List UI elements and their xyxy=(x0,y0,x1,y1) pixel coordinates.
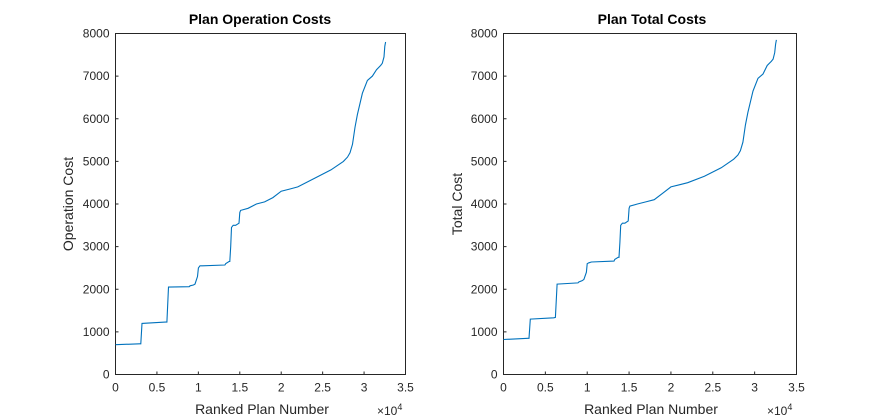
left-tick-group: 0 0.5 1 1.5 2 2.5 3 3.5 0 1000 2000 3000 4000 5000 600… xyxy=(83,27,414,395)
right-axes: 0 0.5 1 1.5 2 2.5 3 3.5 0 1000 2000 3000 4000 5000 600… xyxy=(449,11,805,418)
left-plot-frame xyxy=(115,33,406,375)
right-y-tick-label: 1000 xyxy=(471,325,498,339)
right-x-tick-label: 1 xyxy=(584,381,591,395)
right-y-tick-label: 6000 xyxy=(471,112,498,126)
right-x-multiplier-exponent: 4 xyxy=(787,402,792,412)
right-x-axis-label: Ranked Plan Number xyxy=(584,401,718,417)
left-y-tick-label: 3000 xyxy=(83,240,110,254)
right-x-tick-label: 2.5 xyxy=(704,381,721,395)
right-y-tick-label: 7000 xyxy=(471,69,498,83)
right-y-tick-label: 8000 xyxy=(471,27,498,41)
right-x-tick-label: 0.5 xyxy=(537,381,554,395)
left-x-multiplier-base: ×10 xyxy=(377,404,398,418)
left-axes: 0 0.5 1 1.5 2 2.5 3 3.5 0 1000 2000 3000 4000 5000 600… xyxy=(60,11,414,418)
left-y-tick-label: 7000 xyxy=(83,69,110,83)
left-x-tick-label: 1 xyxy=(195,381,202,395)
left-y-tick-label: 2000 xyxy=(83,282,110,296)
right-x-tick-label: 3 xyxy=(751,381,758,395)
left-x-tick-label: 2.5 xyxy=(314,381,331,395)
right-plot-frame xyxy=(503,33,797,375)
left-y-tick-label: 8000 xyxy=(83,27,110,41)
right-x-tick-label: 2 xyxy=(668,381,675,395)
left-x-multiplier: ×104 xyxy=(377,402,402,418)
right-x-tick-label: 3.5 xyxy=(788,381,805,395)
right-y-axis-label: Total Cost xyxy=(449,173,465,235)
left-y-tick-label: 6000 xyxy=(83,112,110,126)
left-x-tick-label: 3 xyxy=(361,381,368,395)
right-x-multiplier: ×104 xyxy=(767,402,792,418)
right-y-tick-label: 3000 xyxy=(471,240,498,254)
left-x-multiplier-exponent: 4 xyxy=(397,402,402,412)
left-series-line xyxy=(115,41,387,346)
left-y-axis-label: Operation Cost xyxy=(60,157,76,251)
right-x-tick-label: 1.5 xyxy=(621,381,638,395)
left-chart-title: Plan Operation Costs xyxy=(189,11,332,27)
right-y-tick-label: 5000 xyxy=(471,154,498,168)
right-y-tick-label: 0 xyxy=(491,368,498,382)
left-x-tick-label: 3.5 xyxy=(397,381,414,395)
left-x-tick-label: 2 xyxy=(278,381,285,395)
right-series-line xyxy=(503,39,777,341)
left-x-axis-label: Ranked Plan Number xyxy=(195,401,329,417)
left-x-tick-label: 1.5 xyxy=(231,381,248,395)
left-y-tick-label: 5000 xyxy=(83,154,110,168)
right-x-tick-label: 0 xyxy=(500,381,507,395)
left-x-tick-label: 0.5 xyxy=(149,381,166,395)
left-y-tick-label: 4000 xyxy=(83,197,110,211)
right-y-tick-label: 4000 xyxy=(471,197,498,211)
right-y-tick-label: 2000 xyxy=(471,282,498,296)
left-y-tick-label: 0 xyxy=(103,368,110,382)
left-x-tick-label: 0 xyxy=(112,381,119,395)
right-tick-group: 0 0.5 1 1.5 2 2.5 3 3.5 0 1000 2000 3000 4000 5000 600… xyxy=(471,27,805,395)
left-y-tick-label: 1000 xyxy=(83,325,110,339)
right-x-multiplier-base: ×10 xyxy=(767,404,788,418)
right-chart-title: Plan Total Costs xyxy=(598,11,707,27)
